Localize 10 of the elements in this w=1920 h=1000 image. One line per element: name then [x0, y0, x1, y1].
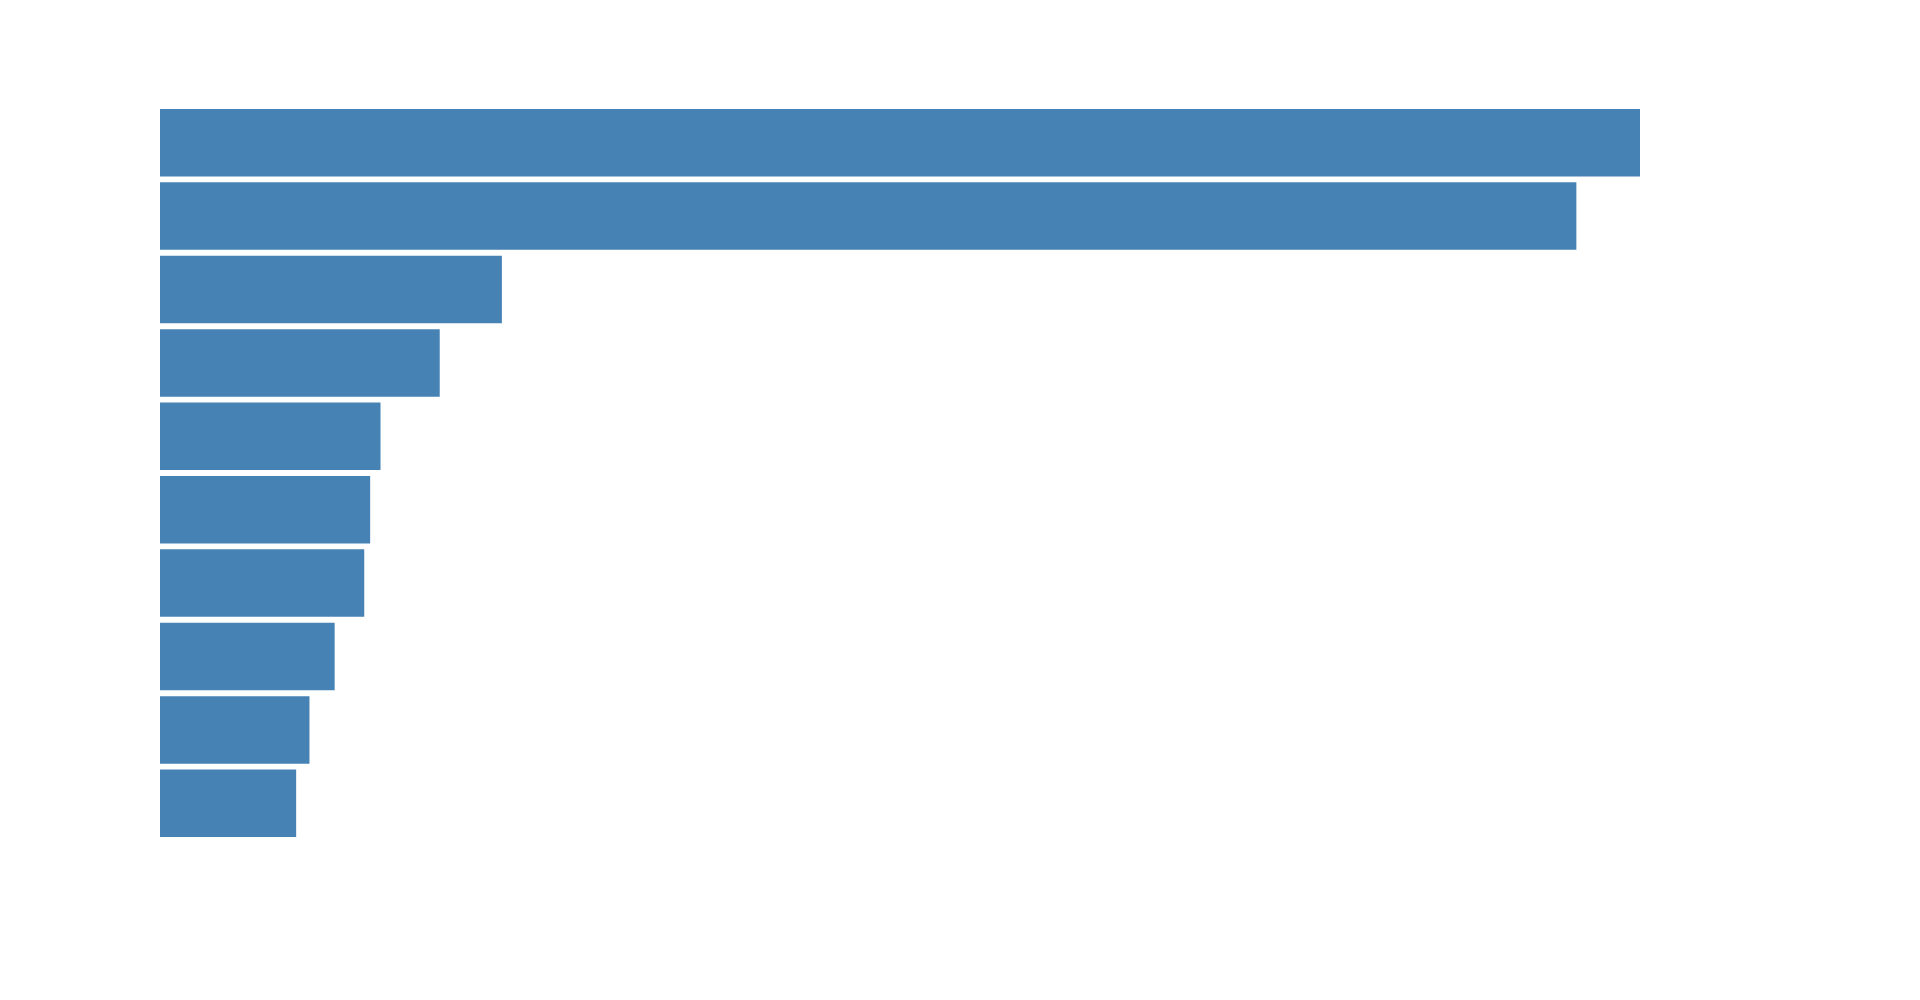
bar	[160, 329, 440, 397]
bar	[160, 769, 297, 838]
bar	[160, 255, 502, 324]
bar	[160, 182, 1577, 250]
bar	[160, 622, 335, 691]
bar	[160, 402, 381, 471]
bar	[160, 475, 371, 544]
bar	[160, 549, 365, 617]
bar	[160, 696, 310, 764]
bar	[160, 108, 1640, 177]
